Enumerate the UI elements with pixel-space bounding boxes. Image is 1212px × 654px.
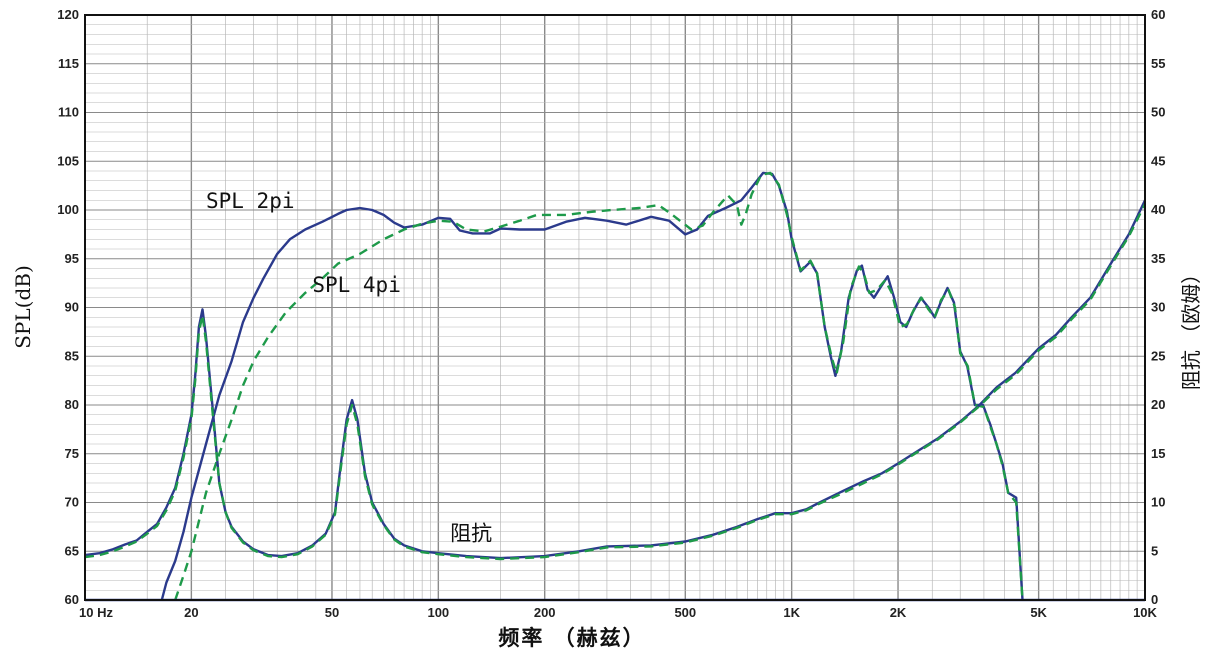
curve-annotation: 阻抗 <box>450 522 492 546</box>
y-right-tick-label: 45 <box>1151 153 1165 168</box>
series-line-1 <box>174 171 1024 601</box>
y-right-axis-title: 阻抗 （欧姆） <box>1179 264 1203 390</box>
y-left-tick-label: 90 <box>65 300 79 315</box>
y-right-tick-label: 60 <box>1151 7 1165 22</box>
x-tick-label: 1K <box>783 605 800 620</box>
x-tick-label: 2K <box>890 605 907 620</box>
right-axis-ticks: 0 5 10 15 20 25 30 35 40 45 50 55 60 <box>1151 7 1165 607</box>
y-right-tick-label: 10 <box>1151 495 1165 510</box>
x-tick-label: 50 <box>325 605 339 620</box>
y-left-tick-label: 60 <box>65 592 79 607</box>
x-tick-label: 200 <box>534 605 556 620</box>
x-tick-label: 100 <box>427 605 449 620</box>
y-right-tick-label: 20 <box>1151 397 1165 412</box>
x-axis-title: 频率 （赫兹） <box>498 626 645 650</box>
y-left-tick-label: 75 <box>65 446 79 461</box>
y-left-tick-label: 80 <box>65 397 79 412</box>
x-tick-label: 5K <box>1030 605 1047 620</box>
y-left-tick-label: 70 <box>65 495 79 510</box>
y-left-tick-label: 95 <box>65 251 79 266</box>
x-tick-label: 500 <box>674 605 696 620</box>
y-left-tick-label: 120 <box>57 7 79 22</box>
curve-annotation: SPL 2pi <box>206 189 295 213</box>
x-tick-label: 20 <box>184 605 198 620</box>
y-right-tick-label: 30 <box>1151 300 1165 315</box>
y-left-tick-label: 110 <box>58 105 79 120</box>
y-left-tick-label: 115 <box>58 56 79 71</box>
y-right-tick-label: 50 <box>1151 105 1165 120</box>
y-left-tick-label: 105 <box>57 153 79 168</box>
grid-lines <box>84 14 1145 601</box>
plot-frame <box>84 14 1146 601</box>
y-left-tick-label: 85 <box>65 348 79 363</box>
series-line-2 <box>84 199 1147 560</box>
y-right-tick-label: 40 <box>1151 202 1165 217</box>
y-right-tick-label: 15 <box>1151 446 1165 461</box>
y-right-tick-label: 5 <box>1151 543 1158 558</box>
y-left-axis-title: SPL(dB) <box>11 265 35 349</box>
y-right-tick-label: 35 <box>1151 251 1165 266</box>
curve-annotation: SPL 4pi <box>312 273 401 297</box>
annotations: SPL 2pi SPL 4pi 阻抗 <box>206 189 492 545</box>
y-right-tick-label: 25 <box>1151 348 1165 363</box>
series-line-3 <box>84 203 1147 561</box>
x-axis-ticks: 10 Hz 20 50 100 200 500 1K 2K 5K 10K <box>79 605 1158 620</box>
x-tick-label: 10K <box>1133 605 1157 620</box>
left-axis-ticks: 60 65 70 75 80 85 90 95 100 105 110 115 120 <box>57 7 79 607</box>
x-tick-label: 10 Hz <box>79 605 113 620</box>
y-left-tick-label: 65 <box>65 543 79 558</box>
y-left-tick-label: 100 <box>57 202 79 217</box>
y-right-tick-label: 55 <box>1151 56 1165 71</box>
y-right-tick-label: 0 <box>1151 592 1158 607</box>
